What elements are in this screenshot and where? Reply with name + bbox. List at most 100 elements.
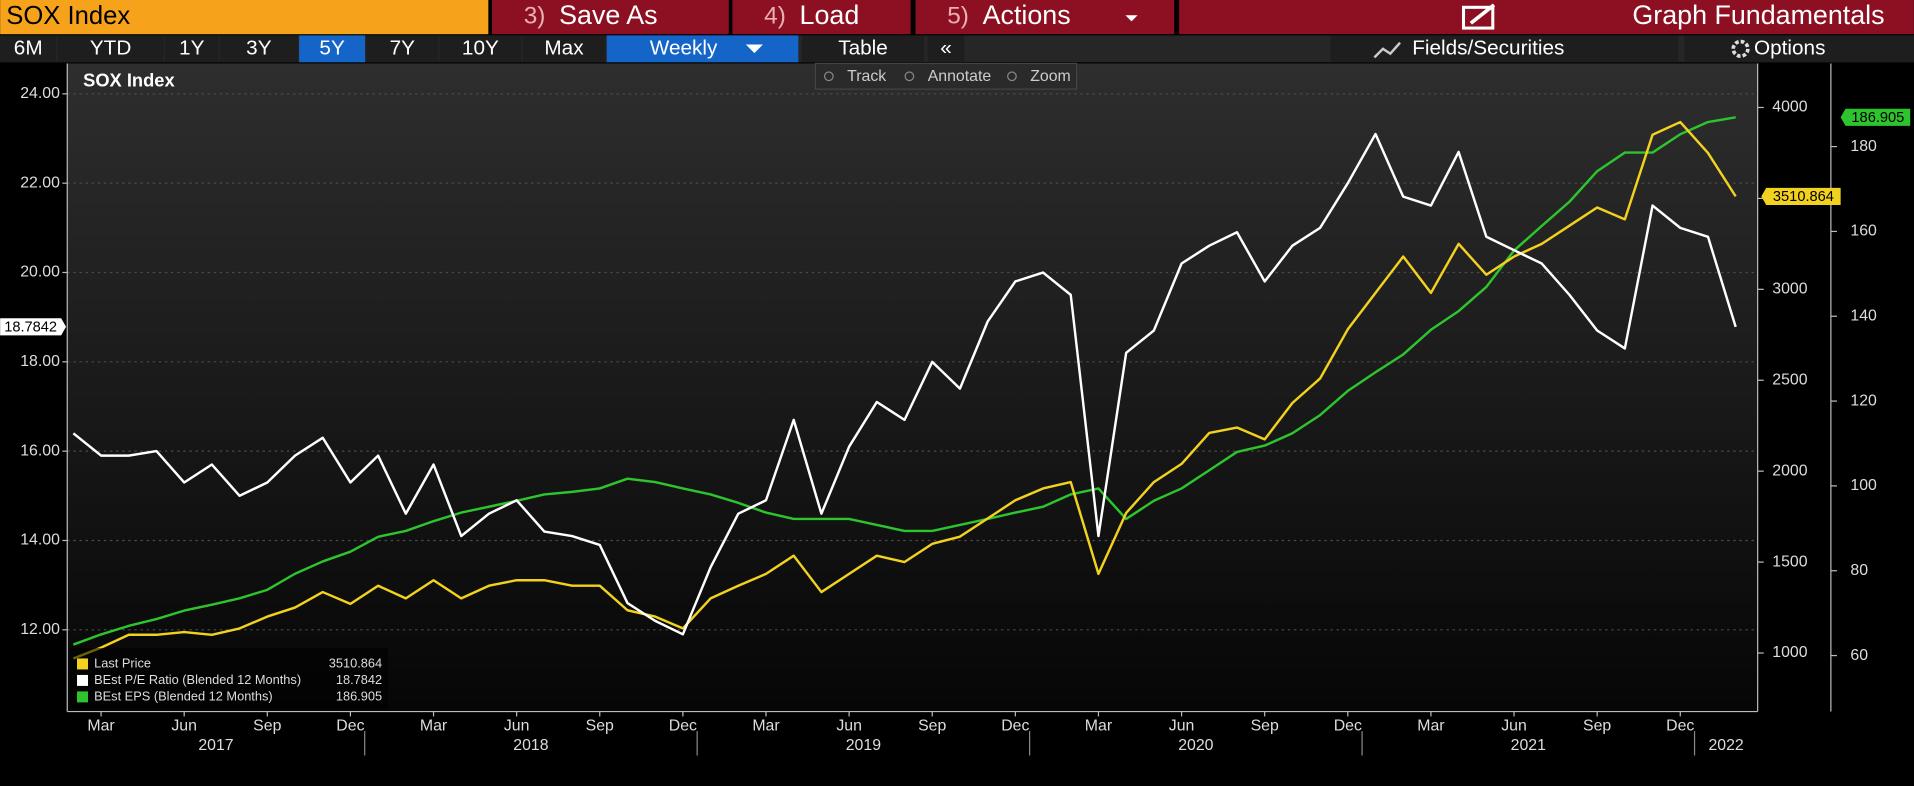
graph-icon (1461, 5, 1495, 30)
x-tick-label: Sep (586, 717, 614, 734)
tool-label[interactable]: Zoom (1030, 68, 1071, 85)
y3-tick-label: 140 (1850, 307, 1877, 324)
range-label: YTD (90, 36, 131, 59)
table-label: Table (838, 36, 888, 59)
legend-swatch (77, 658, 89, 670)
y3-tick-label: 120 (1850, 392, 1877, 409)
range-label: 5Y (319, 36, 345, 59)
last-value-tag (0, 318, 67, 336)
last-value-label: 18.7842 (4, 319, 57, 335)
y-tick-label: 18.00 (20, 353, 60, 370)
last-value-label: 3510.864 (1773, 189, 1834, 205)
y3-tick-label: 180 (1850, 138, 1877, 155)
y3-tick-label: 160 (1850, 223, 1877, 240)
y3-tick-label: 60 (1850, 647, 1868, 664)
range-button[interactable] (164, 35, 219, 63)
x-tick-label: Mar (1417, 717, 1445, 734)
x-tick-label: Jun (836, 717, 862, 734)
frequency-button[interactable] (606, 35, 799, 63)
x-tick-label: Dec (336, 717, 364, 734)
y-tick-label: 14.00 (20, 532, 60, 549)
menu-label: Actions (983, 0, 1071, 30)
tool-icon (904, 71, 915, 82)
series-line (72, 132, 1737, 636)
graph-button[interactable] (1179, 0, 1914, 35)
tool-icon (823, 71, 834, 82)
range-button[interactable] (57, 35, 164, 63)
plot-area (67, 63, 1758, 712)
year-label: 2021 (1511, 737, 1546, 754)
fields-button[interactable] (1330, 35, 1679, 63)
last-value-tag (1840, 108, 1911, 126)
x-tick-label: Dec (1666, 717, 1694, 734)
security-field[interactable] (0, 0, 489, 35)
collapse-label: « (940, 36, 952, 59)
dropdown-arrow (745, 44, 763, 54)
x-tick-label: Jun (504, 717, 530, 734)
y3-tick-label: 100 (1850, 477, 1877, 494)
fields-label: Fields/Securities (1412, 36, 1564, 59)
series-line (72, 120, 1737, 660)
x-tick-label: Sep (918, 717, 946, 734)
last-value-tag (1761, 187, 1841, 205)
y2-tick-label: 2500 (1772, 371, 1807, 388)
x-tick-label: Dec (1001, 717, 1029, 734)
legend-value: 186.905 (336, 688, 382, 703)
menu-button[interactable] (732, 0, 911, 35)
y-tick-label: 24.00 (20, 85, 60, 102)
options-icon (1731, 39, 1750, 58)
collapse-button[interactable] (927, 35, 965, 63)
legend-label: Last Price (94, 655, 151, 670)
range-button[interactable] (439, 35, 522, 63)
x-tick-label: Mar (752, 717, 780, 734)
range-button[interactable] (366, 35, 439, 63)
frequency-label: Weekly (650, 36, 718, 59)
fields-icon (1373, 41, 1401, 59)
range-label: 1Y (179, 36, 205, 59)
menu-key: 3) (524, 3, 546, 30)
tool-label[interactable]: Annotate (928, 68, 992, 85)
year-label: 2022 (1708, 737, 1743, 754)
y2-tick-label: 2000 (1772, 462, 1807, 479)
security-name: SOX Index (6, 2, 130, 30)
range-button[interactable] (522, 35, 606, 63)
menu-label: Save As (559, 0, 658, 30)
x-tick-label: Jun (1169, 717, 1195, 734)
y2-tick-label: 4000 (1772, 99, 1807, 116)
legend-label: BEst EPS (Blended 12 Months) (94, 688, 273, 703)
x-tick-label: Mar (420, 717, 448, 734)
y3-tick-label: 80 (1850, 562, 1868, 579)
x-tick-label: Sep (1583, 717, 1611, 734)
range-button[interactable] (0, 35, 57, 63)
x-tick-label: Mar (87, 717, 115, 734)
year-label: 2017 (198, 737, 233, 754)
dropdown-arrow (1125, 15, 1138, 22)
y2-tick-label: 3000 (1772, 281, 1807, 298)
range-label: Max (544, 36, 584, 59)
tool-palette (814, 62, 1078, 90)
tool-label[interactable]: Track (847, 68, 886, 85)
range-label: 10Y (462, 36, 499, 59)
menu-button[interactable] (491, 0, 729, 35)
options-label: Options (1754, 36, 1825, 59)
legend-value: 18.7842 (336, 672, 382, 687)
year-label: 2018 (513, 737, 548, 754)
range-label: 3Y (246, 36, 272, 59)
tool-icon (1007, 71, 1017, 82)
range-button[interactable] (299, 35, 366, 63)
x-tick-label: Dec (669, 717, 697, 734)
year-label: 2019 (846, 737, 881, 754)
x-tick-label: Sep (253, 717, 281, 734)
table-button[interactable] (801, 35, 925, 63)
chart-title: SOX Index (83, 70, 175, 91)
graph-icon-arrow (1469, 3, 1496, 25)
legend-swatch (77, 691, 89, 703)
range-button[interactable] (219, 35, 298, 63)
legend-swatch (77, 674, 89, 686)
graph-label: Graph Fundamentals (1632, 0, 1884, 30)
menu-key: 4) (764, 3, 786, 30)
menu-key: 5) (947, 3, 969, 30)
options-button[interactable] (1684, 35, 1914, 63)
